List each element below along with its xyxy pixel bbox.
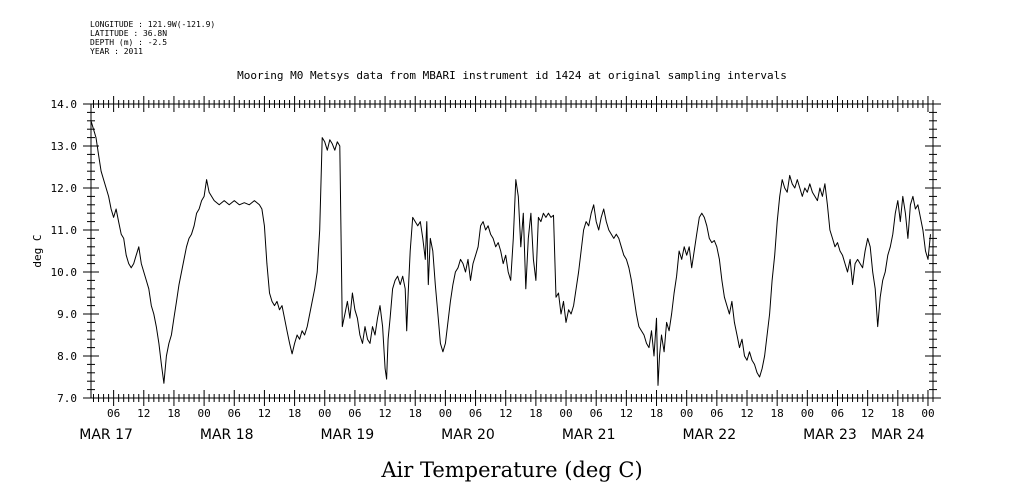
x-hour-label: 18	[891, 407, 904, 420]
x-hour-label: 18	[771, 407, 784, 420]
x-hour-label: 12	[620, 407, 633, 420]
latitude-text: LATITUDE : 36.8N	[90, 29, 168, 38]
metadata-block: LONGITUDE : 121.9W(-121.9) LATITUDE : 36…	[90, 20, 215, 56]
x-hour-label: 00	[318, 407, 331, 420]
y-tick-label: 8.0	[57, 350, 77, 363]
x-hour-label: 12	[137, 407, 150, 420]
y-tick-label: 11.0	[51, 224, 78, 237]
x-hour-label: 18	[167, 407, 180, 420]
x-axis: 06 12 18 00 06 12 18 00 06 12 18 00 06 12 18 00 06 12 18 00…	[79, 96, 935, 443]
y-tick-label: 10.0	[51, 266, 78, 279]
x-hour-label: 06	[831, 407, 844, 420]
x-hour-label: 12	[499, 407, 512, 420]
y-tick-label: 7.0	[57, 392, 77, 405]
x-hour-label: 06	[710, 407, 723, 420]
y-axis-label: deg C	[31, 234, 44, 267]
x-hour-label: 00	[680, 407, 693, 420]
x-hour-label: 00	[559, 407, 572, 420]
x-hour-label: 12	[258, 407, 271, 420]
year-text: YEAR : 2011	[90, 47, 143, 56]
x-hour-label: 18	[650, 407, 663, 420]
x-day-label: MAR 23	[803, 427, 857, 443]
x-hour-label: 12	[378, 407, 391, 420]
depth-text: DEPTH (m) : -2.5	[90, 38, 168, 47]
x-hour-label: 06	[348, 407, 361, 420]
x-hour-label: 12	[740, 407, 753, 420]
x-hour-label: 06	[228, 407, 241, 420]
y-tick-label: 13.0	[51, 140, 78, 153]
chart-title: Mooring M0 Metsys data from MBARI instru…	[237, 69, 787, 82]
plot-frame	[90, 103, 934, 399]
x-hour-label: 18	[288, 407, 301, 420]
x-hour-label: 18	[529, 407, 542, 420]
x-hour-label: 00	[439, 407, 452, 420]
x-day-label: MAR 21	[562, 427, 616, 443]
x-hour-label: 18	[409, 407, 422, 420]
x-day-label: MAR 18	[200, 427, 254, 443]
x-day-label: MAR 22	[682, 427, 736, 443]
series-layer	[90, 120, 931, 386]
longitude-text: LONGITUDE : 121.9W(-121.9)	[90, 20, 216, 29]
x-hour-label: 00	[921, 407, 934, 420]
y-tick-label: 14.0	[51, 98, 78, 111]
x-hour-label: 00	[197, 407, 210, 420]
x-hour-label: 06	[469, 407, 482, 420]
x-day-label: MAR 19	[321, 427, 375, 443]
y-tick-label: 12.0	[51, 182, 78, 195]
x-day-label: MAR 20	[441, 427, 495, 443]
x-day-label: MAR 17	[79, 427, 133, 443]
x-hour-label: 06	[590, 407, 603, 420]
series-line	[90, 120, 931, 386]
x-hour-label: 12	[861, 407, 874, 420]
x-hour-label: 06	[107, 407, 120, 420]
x-hour-label: 00	[801, 407, 814, 420]
y-axis: 7.0 8.0 9.0 10.0 11.0 12.0 13.0 14.0	[51, 98, 941, 405]
x-day-label: MAR 24	[871, 427, 925, 443]
y-tick-label: 9.0	[57, 308, 77, 321]
x-axis-label: Air Temperature (deg C)	[380, 458, 642, 482]
